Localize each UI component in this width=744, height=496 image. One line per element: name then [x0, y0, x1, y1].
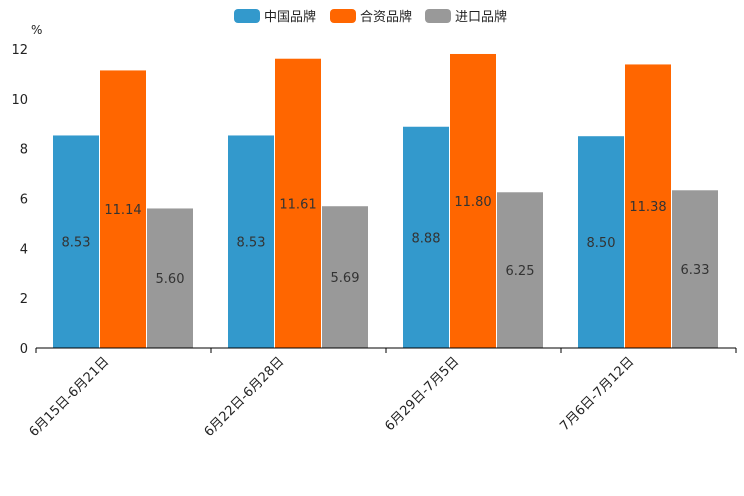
x-tick-label: 6月15日-6月21日: [27, 354, 113, 440]
x-tick-label: 6月29日-7月5日: [382, 354, 462, 434]
data-label: 11.14: [104, 203, 141, 218]
y-tick-label: 12: [11, 43, 28, 58]
y-tick-label: 0: [20, 342, 28, 357]
data-label: 6.25: [506, 264, 535, 279]
y-axis-unit-label: %: [31, 23, 42, 37]
legend-item[interactable]: 中国品牌: [234, 9, 316, 25]
data-label: 8.88: [412, 231, 441, 246]
data-label: 5.60: [156, 272, 185, 287]
x-tick-label: 6月22日-6月28日: [202, 354, 288, 440]
data-label: 6.33: [681, 263, 710, 278]
bar[interactable]: [450, 53, 496, 348]
bar[interactable]: [403, 126, 449, 349]
bar[interactable]: [322, 206, 368, 348]
legend-swatch: [425, 9, 451, 23]
data-label: 8.53: [237, 236, 266, 251]
legend-label: 中国品牌: [264, 9, 316, 25]
bars: 8.53 11.14 5.60 8.53 11.61 5.69 8.88 11.80 6.25 8…: [53, 53, 718, 349]
y-tick-label: 8: [20, 143, 28, 158]
legend-label: 进口品牌: [455, 9, 507, 25]
bar[interactable]: [100, 70, 146, 348]
bar[interactable]: [625, 64, 671, 348]
data-label: 11.38: [629, 200, 666, 215]
x-tick-label: 7月6日-7月12日: [557, 354, 637, 434]
data-label: 5.69: [331, 271, 360, 286]
legend-item[interactable]: 进口品牌: [425, 9, 507, 25]
bar[interactable]: [578, 136, 624, 348]
y-tick-label: 10: [11, 93, 28, 108]
data-label: 11.80: [454, 195, 491, 210]
bar[interactable]: [147, 208, 193, 348]
bar[interactable]: [672, 190, 718, 348]
legend-swatch: [234, 9, 260, 23]
legend-item[interactable]: 合资品牌: [330, 9, 412, 25]
x-axis: 6月15日-6月21日 6月22日-6月28日 6月29日-7月5日 7月6日-7月1…: [27, 347, 737, 440]
data-label: 11.61: [279, 197, 316, 212]
data-label: 8.50: [587, 236, 616, 251]
y-tick-label: 2: [20, 292, 28, 307]
bar[interactable]: [228, 135, 274, 348]
y-axis: 0 2 4 6 8 10 12: [11, 43, 28, 357]
legend-label: 合资品牌: [360, 9, 412, 25]
bar[interactable]: [497, 192, 543, 348]
y-tick-label: 4: [20, 242, 28, 257]
legend[interactable]: 中国品牌 合资品牌 进口品牌: [234, 9, 507, 25]
data-label: 8.53: [62, 236, 91, 251]
y-tick-label: 6: [20, 193, 28, 208]
bar[interactable]: [53, 135, 99, 348]
bar[interactable]: [275, 58, 321, 348]
legend-swatch: [330, 9, 356, 23]
